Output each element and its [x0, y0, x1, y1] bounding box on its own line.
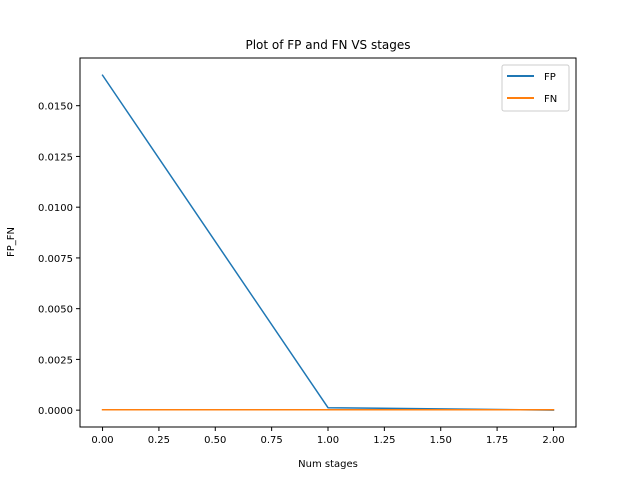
y-tick-label: 0.0000 — [38, 406, 73, 417]
ticks-layer: 0.00 0.25 0.50 0.75 1.00 1.25 1.50 1.75 2.00 0.00… — [38, 102, 565, 446]
legend: FP FN — [501, 64, 570, 112]
y-tick-label: 0.0100 — [38, 203, 73, 214]
x-tick-label: 1.25 — [373, 435, 395, 446]
x-tick-label: 0.75 — [261, 435, 283, 446]
series-layer — [101, 74, 555, 411]
y-tick-label: 0.0025 — [38, 355, 73, 366]
x-tick-label: 0.00 — [91, 435, 113, 446]
x-axis-label: Num stages — [298, 459, 358, 470]
legend-box — [501, 64, 570, 112]
legend-label-fp: FP — [544, 72, 556, 83]
y-tick-label: 0.0150 — [38, 102, 73, 113]
x-tick-label: 0.50 — [204, 435, 226, 446]
x-tick-label: 2.00 — [542, 435, 564, 446]
x-tick-label: 0.25 — [148, 435, 170, 446]
chart-title: Plot of FP and FN VS stages — [245, 38, 410, 52]
y-tick-label: 0.0050 — [38, 305, 73, 316]
x-tick-label: 1.00 — [317, 435, 339, 446]
x-tick-label: 1.50 — [430, 435, 452, 446]
y-axis-label: FP_FN — [6, 227, 17, 257]
y-tick-label: 0.0125 — [38, 152, 73, 163]
legend-label-fn: FN — [544, 94, 557, 105]
y-tick-label: 0.0075 — [38, 254, 73, 265]
plot-frame — [79, 57, 577, 428]
x-tick-label: 1.75 — [486, 435, 508, 446]
